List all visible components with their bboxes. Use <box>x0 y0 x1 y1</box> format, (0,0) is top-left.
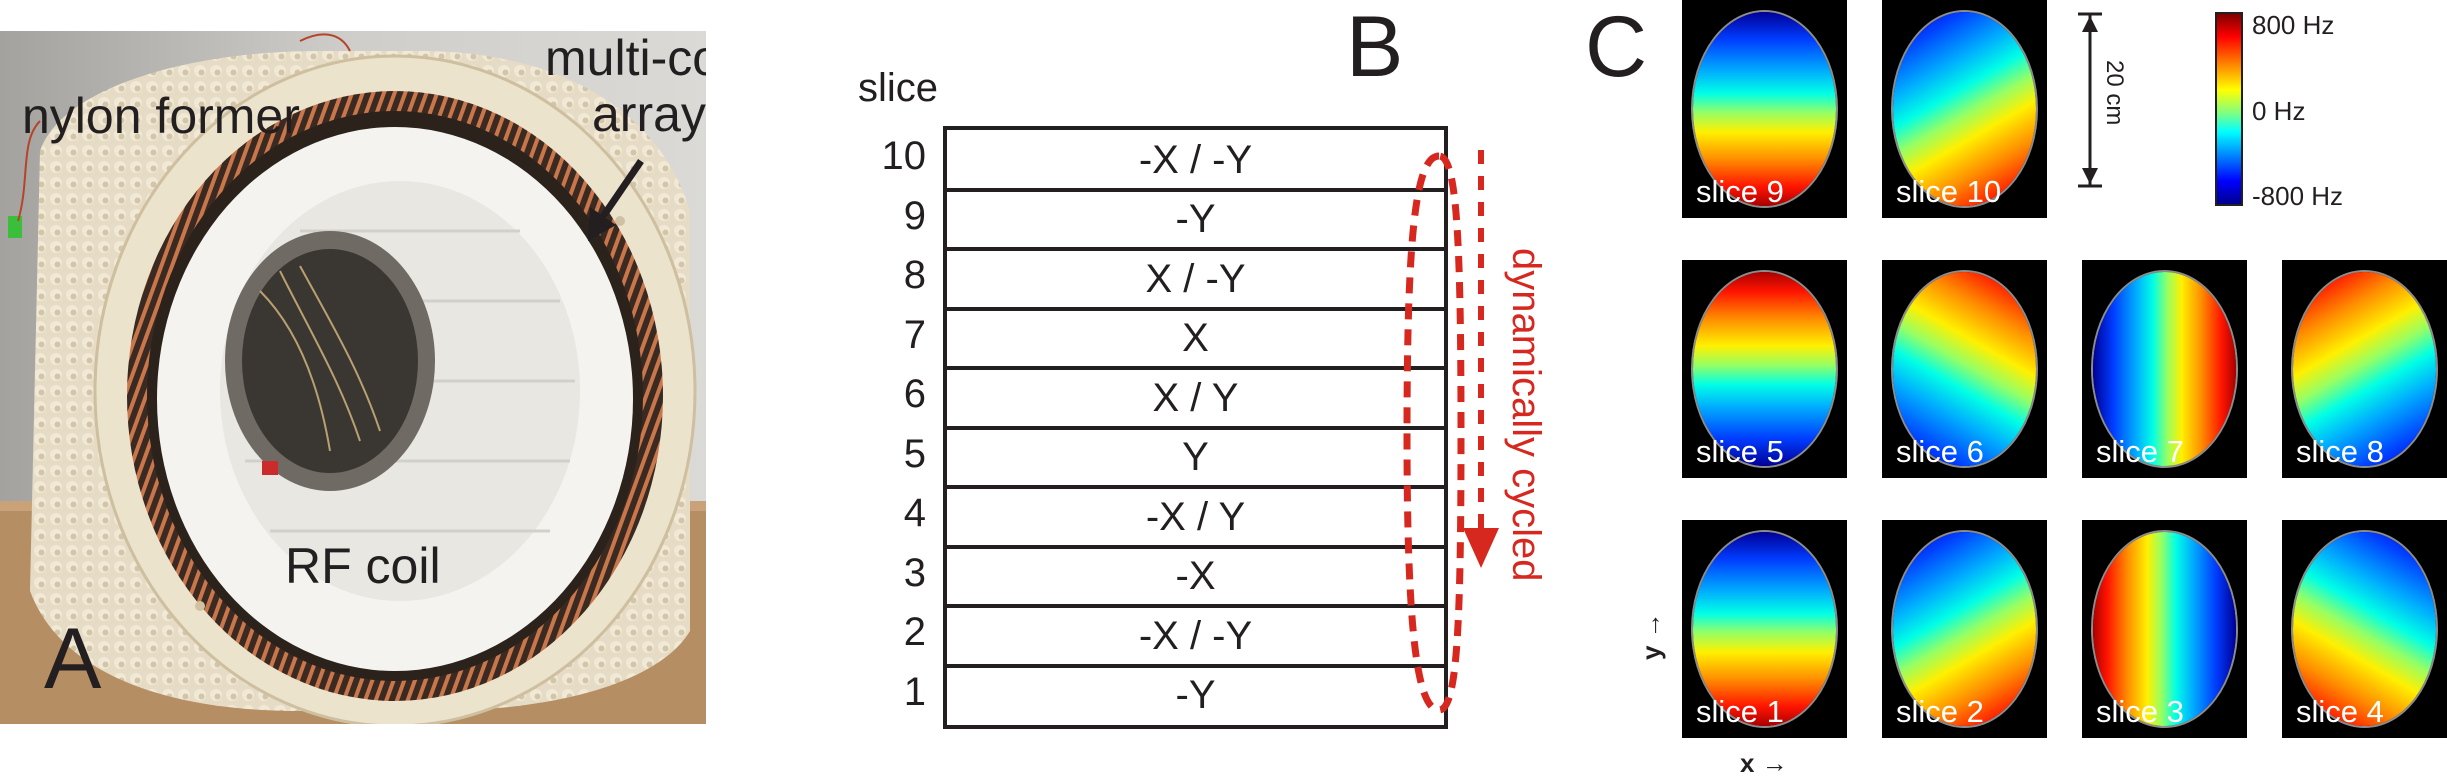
gradient-cell: -X / -Y <box>1138 613 1253 658</box>
field-map-image <box>1893 272 2036 466</box>
gradient-cell: -X / Y <box>1145 494 1246 539</box>
field-map: slice 6 <box>1882 260 2047 478</box>
gradient-cell: Y <box>1182 435 1209 479</box>
slice-number: 7 <box>903 312 926 357</box>
field-map-image <box>2293 532 2436 726</box>
field-map-label: slice 6 <box>1896 434 1984 469</box>
nylon-former-label: nylon former <box>22 88 300 144</box>
gradient-cell: -Y <box>1175 197 1216 241</box>
field-map-label: slice 10 <box>1896 174 2002 209</box>
field-map-label: slice 5 <box>1696 434 1784 469</box>
field-map: slice 7 <box>2082 260 2247 478</box>
slice-number: 8 <box>903 253 926 297</box>
cycle-loop-path <box>1403 152 1465 714</box>
field-map-label: slice 3 <box>2096 694 2184 729</box>
field-map: slice 5 <box>1682 260 1847 478</box>
field-map-image <box>1693 12 1836 206</box>
coil-photo: nylon former multi-coil array RF coil A <box>0 31 706 724</box>
rf-coil-label: RF coil <box>285 538 441 594</box>
table-row: X / Y <box>947 366 1444 426</box>
field-map: slice 3 <box>2082 520 2247 738</box>
cycle-arrow-head <box>1463 528 1499 568</box>
field-map-label: slice 8 <box>2296 434 2384 469</box>
field-map-label: slice 9 <box>1696 174 1784 209</box>
colorbar-mid-label: 0 Hz <box>2252 96 2306 126</box>
table-row: -X <box>947 544 1444 605</box>
panel-b-letter: B <box>1346 0 1404 95</box>
panel-a-letter: A <box>44 611 102 707</box>
field-map-image <box>1693 532 1836 726</box>
table-row: X / -Y <box>947 247 1444 307</box>
field-map-label: slice 2 <box>1896 694 1984 729</box>
field-map-image <box>1893 12 2036 206</box>
field-map: slice 9 <box>1682 0 1847 218</box>
table-row: -Y <box>947 187 1444 248</box>
field-map: slice 4 <box>2282 520 2447 738</box>
slice-number: 3 <box>903 550 926 595</box>
field-map: slice 1 <box>1682 520 1847 738</box>
gradient-cell: X / -Y <box>1145 256 1246 301</box>
gradient-cell: -Y <box>1175 673 1216 717</box>
field-map-image <box>1693 272 1836 466</box>
table-row: -Y <box>947 663 1444 724</box>
multi-coil-label-line2: array <box>592 86 706 142</box>
table-row: -X / -Y <box>947 130 1444 190</box>
slice-number: 4 <box>903 491 926 535</box>
colorbar-max-label: 800 Hz <box>2252 10 2335 40</box>
scale-bar-label: 20 cm <box>2101 60 2128 126</box>
field-map-image <box>2093 532 2236 726</box>
table-row: X <box>947 306 1444 367</box>
y-axis-indicator-box: y → <box>1636 600 1666 670</box>
multi-coil-label-line1: multi-coil <box>545 31 706 86</box>
table-row: Y <box>947 425 1444 486</box>
field-map-label: slice 7 <box>2096 434 2184 469</box>
field-map-label: slice 4 <box>2296 694 2384 729</box>
field-map-image <box>2093 272 2236 466</box>
table-row: -X / -Y <box>947 604 1444 664</box>
gradient-cell: -X <box>1175 554 1216 598</box>
scale-bar-label-box: 20 cm <box>2098 60 2128 150</box>
slice-number: 1 <box>903 669 926 714</box>
slice-gradient-table: -X / -Y -Y X / -Y X X / Y Y -X / Y -X -X / -Y -Y <box>943 126 1448 729</box>
field-map: slice 8 <box>2282 260 2447 478</box>
cycle-loop <box>1403 150 1499 714</box>
slice-number: 10 <box>881 134 927 178</box>
coil-photo-illustration <box>0 31 706 724</box>
y-axis-indicator: y → <box>1636 612 1666 660</box>
field-map: slice 2 <box>1882 520 2047 738</box>
slice-number: 5 <box>903 431 926 476</box>
colorbar <box>2215 12 2243 206</box>
slice-number: 2 <box>903 610 926 654</box>
panel-c-letter: C <box>1585 0 1648 95</box>
cycle-label-box: dynamically cycled <box>1504 248 1548 628</box>
colorbar-min-label: -800 Hz <box>2252 181 2344 211</box>
slice-column-header: slice <box>858 66 939 110</box>
cycle-label: dynamically cycled <box>1504 248 1548 582</box>
gradient-cell: -X / -Y <box>1138 137 1253 182</box>
field-map-image <box>2293 272 2436 466</box>
gradient-cell: X <box>1182 316 1209 360</box>
slice-number: 6 <box>903 372 926 416</box>
table-row: -X / Y <box>947 485 1444 545</box>
x-axis-indicator: x → <box>1740 748 1788 778</box>
field-map-label: slice 1 <box>1696 694 1784 729</box>
slice-number: 9 <box>903 193 926 238</box>
scale-bar <box>2078 12 2102 188</box>
field-map: slice 10 <box>1882 0 2047 218</box>
field-map-image <box>1893 532 2036 726</box>
gradient-cell: X / Y <box>1152 375 1239 420</box>
